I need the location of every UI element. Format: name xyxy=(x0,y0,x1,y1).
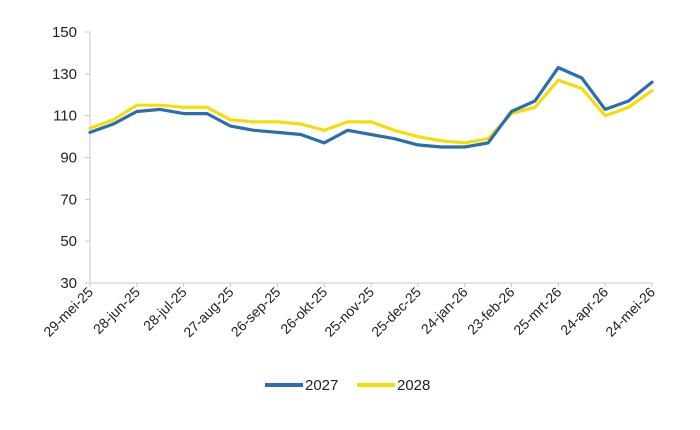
series-line-2028 xyxy=(88,78,654,145)
y-tick-label: 110 xyxy=(53,108,77,125)
y-tick-label: 50 xyxy=(60,233,77,250)
x-tick-label: 23-feb-26 xyxy=(464,284,518,338)
legend-label-2028: 2028 xyxy=(397,377,430,394)
series-line-2027 xyxy=(88,65,654,149)
y-tick-label: 150 xyxy=(52,24,77,41)
x-tick-label: 24-jan-26 xyxy=(418,284,471,337)
legend: 2027 2028 xyxy=(265,377,430,394)
x-tick-label: 27-aug-25 xyxy=(180,284,237,341)
y-tick-label: 30 xyxy=(60,275,77,292)
y-tick-label: 70 xyxy=(60,191,77,208)
x-tick-label: 25-dec-25 xyxy=(368,284,424,340)
y-axis-tick-labels: 150 130 110 90 70 50 30 xyxy=(52,24,77,292)
y-tick-label: 90 xyxy=(60,150,77,167)
x-tick-label: 26-sep-25 xyxy=(228,284,284,340)
x-tick-label: 24-mei-26 xyxy=(602,284,658,340)
series-lines xyxy=(88,65,654,149)
x-tick-label: 25-nov-25 xyxy=(321,284,377,340)
axes xyxy=(85,31,652,284)
y-tick-label: 130 xyxy=(52,66,77,83)
legend-label-2027: 2027 xyxy=(305,377,338,394)
x-tick-label: 28-jun-25 xyxy=(90,284,143,337)
x-axis-tick-labels: 29-mei-2528-jun-2528-jul-2527-aug-2526-s… xyxy=(40,283,658,340)
x-tick-label: 25-mrt-26 xyxy=(510,284,564,338)
x-tick-label: 29-mei-25 xyxy=(40,284,96,340)
